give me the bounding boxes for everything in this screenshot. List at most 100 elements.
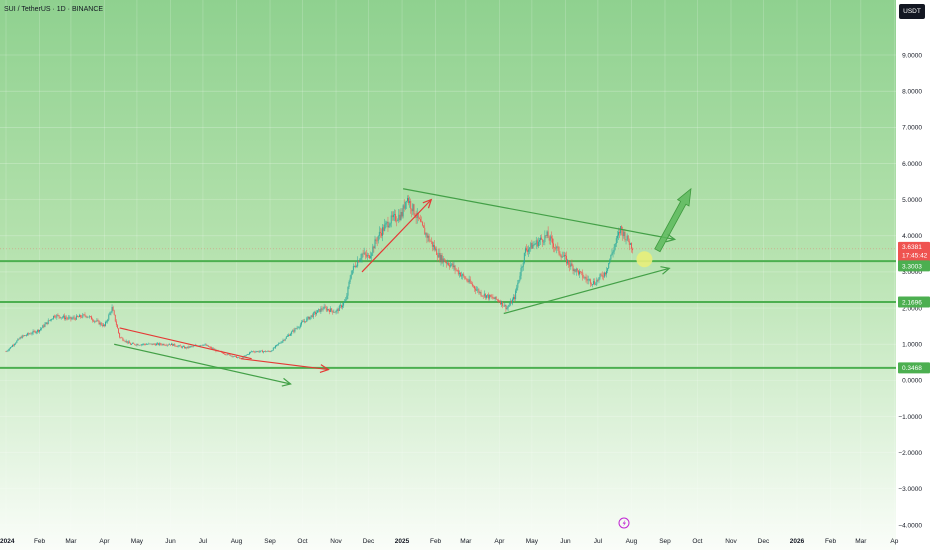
candle-body (92, 319, 94, 321)
candle-body (447, 263, 448, 264)
candle-body (170, 344, 171, 346)
candle-body (339, 305, 341, 306)
candle-body (400, 212, 402, 221)
candle-body (529, 247, 531, 250)
candle-body (621, 226, 623, 231)
candle-body (113, 310, 115, 315)
candle-body (326, 309, 328, 311)
candle-body (583, 277, 585, 279)
candle-body (252, 351, 254, 352)
x-tick-label: Feb (430, 538, 442, 545)
candle-body (492, 296, 494, 299)
candle-body (413, 204, 415, 215)
lightning-icon[interactable] (618, 517, 630, 529)
candle-body (230, 355, 232, 357)
candle-body (282, 340, 284, 342)
candle-body (511, 299, 513, 304)
level-badge (898, 260, 930, 272)
candle-body (65, 317, 66, 319)
candle-body (355, 265, 356, 267)
candle-body (246, 354, 248, 355)
candle-body (265, 351, 267, 352)
candle-body (120, 337, 122, 339)
candle-body (506, 308, 508, 310)
candle-body (107, 319, 109, 322)
candle-body (294, 328, 296, 332)
candle-body (8, 348, 10, 351)
candle-body (211, 347, 213, 349)
candle-body (240, 358, 242, 359)
wedge-upper-green-arrowhead (665, 233, 677, 243)
candle-body (308, 316, 310, 320)
candle-body (210, 347, 211, 348)
channel-upper-red-line (119, 327, 252, 360)
candle-body (368, 255, 369, 256)
x-tick-label: Aug (626, 538, 638, 545)
candle-body (73, 317, 75, 319)
candle-body (332, 310, 334, 313)
candle-body (178, 345, 180, 346)
candle-body (253, 351, 255, 352)
candle-body (558, 246, 560, 254)
candle-body (223, 352, 224, 354)
candle-body (139, 345, 141, 346)
candle-body (251, 351, 253, 353)
candle-body (426, 233, 428, 238)
candle-body (228, 353, 230, 355)
candle-body (439, 252, 441, 261)
currency-button[interactable]: USDT (899, 4, 925, 19)
candle-body (628, 241, 630, 245)
candle-body (384, 224, 386, 231)
candle-body (317, 310, 319, 313)
candle-body (364, 252, 366, 255)
candle-body (53, 315, 55, 319)
candle-body (229, 354, 231, 356)
current-price-label: 3.6381 (902, 244, 922, 251)
candle-body (5, 351, 7, 353)
candle-body (60, 317, 62, 319)
candle-body (564, 254, 566, 256)
candle-body (363, 252, 365, 254)
candle-body (627, 235, 629, 242)
highlight-marker (636, 251, 653, 268)
candle-body (67, 318, 69, 319)
candle-body (475, 288, 477, 291)
candle-body (10, 346, 12, 348)
candle-body (244, 355, 246, 357)
candle-body (140, 344, 142, 346)
candle-body (281, 341, 283, 343)
candle-body (440, 255, 442, 261)
candle-body (394, 214, 395, 215)
candle-body (40, 328, 42, 330)
candle-body (431, 241, 433, 247)
candle-body (556, 246, 558, 249)
candle-body (414, 214, 416, 217)
candle-body (390, 215, 392, 224)
candle-body (348, 281, 350, 288)
candle-body (505, 304, 507, 310)
candle-body (571, 263, 573, 266)
candle-body (438, 252, 440, 258)
candle-body (498, 301, 500, 303)
candle-body (521, 266, 523, 268)
candle-body (555, 247, 557, 249)
candle-body (338, 305, 340, 311)
candle-body (402, 205, 404, 217)
x-tick-label: Feb (825, 538, 837, 545)
y-tick-label: 7.0000 (902, 125, 922, 132)
candle-body (508, 304, 510, 307)
candle-body (239, 357, 241, 359)
wedge-lower-green-arrowhead (660, 266, 671, 275)
candle-body (451, 263, 453, 265)
candle-body (119, 332, 121, 338)
candle-body (598, 277, 600, 281)
projection-red-line (240, 358, 329, 371)
candle-body (283, 340, 285, 341)
candle-body (568, 260, 570, 265)
candle-body (86, 316, 88, 318)
candle-body (554, 247, 556, 249)
candle-body (59, 316, 61, 319)
candle-body (295, 328, 297, 330)
candle-body (44, 324, 46, 327)
